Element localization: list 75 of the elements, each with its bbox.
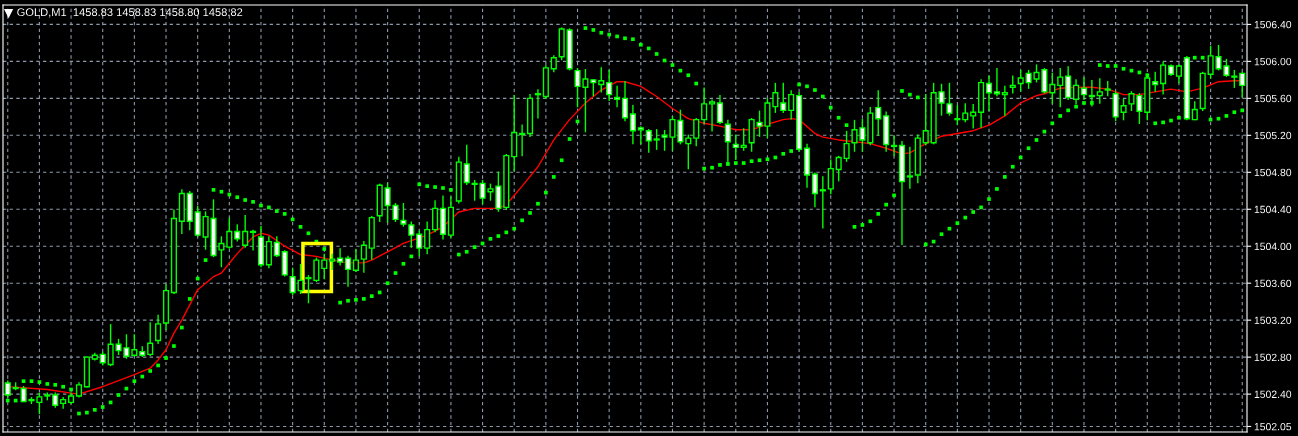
candlestick [993,68,1001,97]
candlestick [226,217,233,249]
candlestick [740,128,747,151]
y-tick-label: 1506.40 [1254,20,1292,29]
candlestick [1001,85,1008,116]
candlestick [811,172,818,208]
y-tick-label: 1506.00 [1254,57,1292,66]
candlestick [400,203,407,227]
candlestick [273,236,280,258]
candlestick [701,87,708,124]
y-tick-label: 1502.80 [1254,353,1292,362]
y-tick-label: 1502.05 [1254,422,1292,431]
candlestick [732,134,739,161]
candlestick [827,159,834,195]
candlestick [1065,66,1072,100]
candlestick [645,129,652,153]
candlestick [1049,72,1056,104]
candlestick [337,248,344,266]
candlestick [685,134,692,170]
candlestick [408,221,415,248]
y-tick-label: 1505.20 [1254,131,1292,140]
candlestick [1152,71,1159,92]
candlestick [360,240,367,273]
candlestick [819,176,826,229]
candlestick [321,253,328,280]
candlestick [716,94,724,124]
y-tick-label: 1504.00 [1254,242,1292,251]
candlestick [637,126,644,145]
y-tick-label: 1502.40 [1254,390,1292,398]
candlestick [1072,79,1080,105]
candlestick [265,236,272,269]
candlestick [922,93,929,146]
candlestick [1160,61,1167,95]
candlestick [890,135,898,157]
y-tick-label: 1505.60 [1254,94,1292,103]
candlestick [281,250,288,277]
candlestick [352,249,360,272]
candlestick [906,146,913,189]
candlestick [629,105,636,145]
candlestick [614,85,621,108]
candlestick [519,124,526,157]
candlestick [344,255,352,287]
y-tick-label: 1504.80 [1254,168,1292,177]
chart-title: GOLD,M1 1458.83 1458.83 1458.80 1458.82 [17,8,243,18]
candlestick [653,129,660,150]
candlestick [780,82,787,113]
candlestick [147,322,154,356]
y-tick-label: 1503.20 [1254,316,1292,325]
candlestick [534,89,542,119]
candlestick [598,67,605,93]
candlestick [788,90,795,120]
candlestick [155,314,162,344]
candlestick [242,215,249,248]
candlestick [835,155,842,182]
candlestick [606,69,613,101]
candlestick [1057,68,1064,108]
candlestick [708,99,716,132]
candlestick [432,200,439,233]
candlestick [1017,69,1024,92]
candlestick [416,230,423,257]
candlestick [970,104,977,129]
candlestick [249,229,257,251]
y-tick-label: 1503.60 [1254,279,1292,288]
candlestick [60,397,67,409]
candlestick [843,130,850,162]
candlestick [463,144,470,185]
candlestick [621,81,629,122]
candlestick [875,90,882,137]
candlestick [424,221,431,255]
y-tick-label: 1504.40 [1254,205,1292,214]
candlestick [693,117,700,147]
candlestick [954,105,961,125]
candlestick [194,205,201,237]
candlestick [1096,78,1103,104]
candlestick [985,75,993,112]
